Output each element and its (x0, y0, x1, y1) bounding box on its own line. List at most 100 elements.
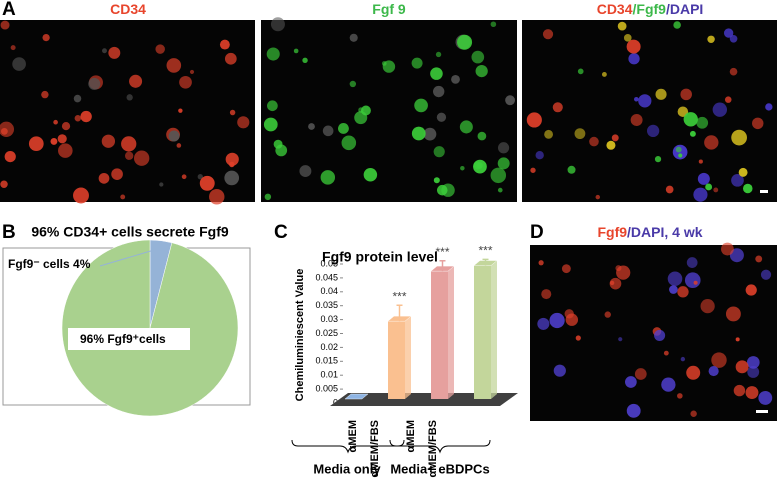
cell (758, 391, 773, 405)
cell (675, 146, 682, 153)
cell (654, 329, 666, 341)
y-tick-label: 0.05 (320, 258, 338, 268)
cell (102, 48, 107, 54)
cell (665, 185, 674, 194)
cell (155, 44, 165, 54)
cell (626, 39, 641, 54)
cell (690, 410, 697, 417)
cell (609, 277, 622, 290)
cell (0, 121, 15, 137)
cell (700, 299, 715, 314)
slice-label: 96% Fgf9⁺cells (80, 332, 166, 346)
cell (433, 146, 445, 158)
cell (705, 183, 713, 191)
cell (459, 120, 473, 134)
cell (617, 21, 627, 31)
cell (589, 136, 599, 147)
micrograph (522, 20, 777, 202)
cell (677, 106, 689, 117)
cell (746, 356, 760, 369)
cell (630, 114, 643, 126)
significance: *** (435, 245, 449, 259)
cell (436, 184, 448, 196)
x-tick-label: αMEM (405, 420, 417, 452)
cell (575, 335, 581, 341)
cell (475, 64, 488, 78)
cell (745, 284, 757, 296)
cell (423, 127, 437, 141)
micrograph (0, 20, 255, 202)
cell (476, 162, 483, 169)
cell (537, 317, 550, 330)
cell (729, 248, 744, 263)
cell (80, 110, 92, 123)
cell (308, 123, 315, 130)
cell (266, 47, 280, 61)
cell (73, 187, 89, 204)
cell (270, 17, 285, 32)
cell (505, 95, 516, 106)
x-tick-label: αMEM (347, 420, 359, 452)
cell (574, 128, 586, 140)
cell (168, 130, 180, 142)
cell (634, 368, 647, 380)
cell (625, 376, 637, 388)
cell (684, 272, 701, 289)
cell (337, 123, 349, 134)
label-box (68, 328, 190, 350)
cell (765, 103, 773, 111)
cell (414, 98, 428, 113)
cell (349, 80, 357, 88)
cell (129, 74, 143, 88)
cell (497, 187, 503, 193)
cell (712, 102, 728, 117)
cell (683, 112, 698, 127)
cell (693, 280, 698, 285)
scale-bar (756, 410, 768, 413)
cell (98, 172, 110, 184)
cell (74, 115, 82, 122)
cell (745, 386, 759, 400)
brace (389, 439, 491, 454)
cell (133, 150, 150, 166)
panel-label: A (2, 0, 16, 20)
cell (698, 159, 703, 164)
cell (124, 151, 134, 160)
cell (755, 255, 763, 263)
cell (229, 109, 236, 116)
cell (721, 242, 734, 256)
cell (713, 187, 719, 193)
title-part: Fgf9 (597, 224, 627, 240)
cell (209, 189, 225, 205)
y-tick-label: 0.02 (320, 342, 338, 352)
cell (275, 144, 288, 157)
cell (179, 75, 192, 89)
cell (189, 69, 195, 74)
cell (41, 90, 49, 99)
cell (742, 183, 753, 194)
cell (623, 34, 632, 42)
y-tick-label: 0.035 (315, 300, 338, 310)
cell (696, 116, 709, 129)
cell (680, 356, 686, 362)
cell (58, 143, 73, 158)
cell (73, 94, 82, 103)
chart-title: Fgf9 protein level (322, 249, 438, 265)
panel-label: D (530, 222, 544, 243)
cell (544, 129, 554, 139)
cell (219, 39, 230, 50)
cell (733, 384, 746, 397)
cell (729, 34, 738, 43)
cell (564, 309, 574, 319)
bar (388, 321, 405, 399)
cell (526, 112, 542, 128)
cell (430, 67, 443, 80)
cell (0, 180, 8, 188)
cell (176, 143, 182, 148)
pie-slice (61, 239, 239, 417)
title-part: /DAPI (666, 1, 703, 17)
cell (237, 116, 250, 129)
cell (654, 156, 662, 163)
cell (293, 48, 299, 54)
